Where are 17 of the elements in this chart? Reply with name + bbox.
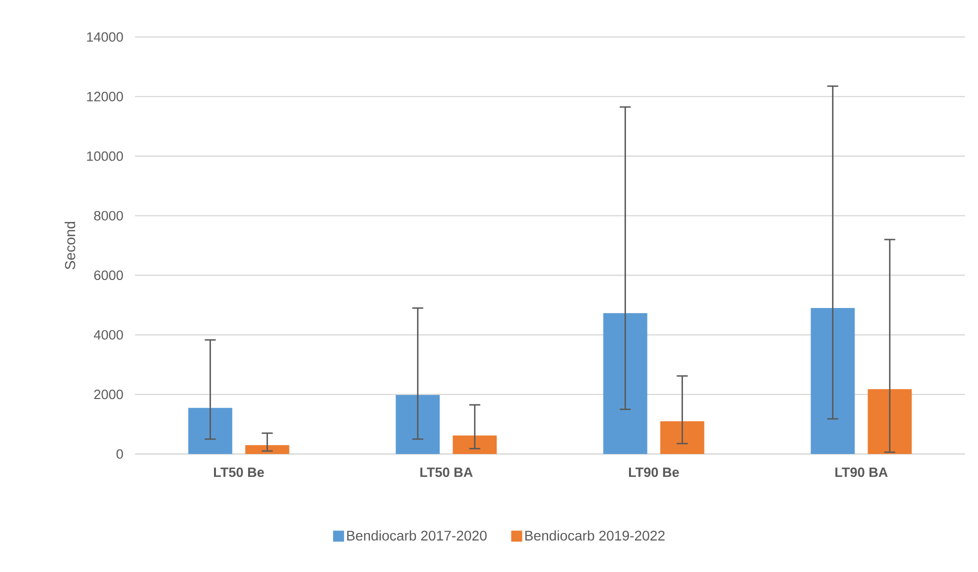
y-tick-label: 8000 <box>94 210 123 220</box>
y-tick-label: 4000 <box>94 330 123 340</box>
legend-label: Bendiocarb 2019-2022 <box>525 530 665 541</box>
y-tick-label: 10000 <box>87 151 123 161</box>
y-tick-label: 14000 <box>87 32 123 42</box>
y-tick-label: 6000 <box>94 270 123 280</box>
bar <box>245 445 290 454</box>
y-tick-label: 2000 <box>94 390 123 400</box>
y-tick-label: 0 <box>116 449 123 459</box>
x-tick-label: LT90 BA <box>835 468 888 478</box>
bar <box>452 436 497 454</box>
x-tick-label: LT90 Be <box>629 468 679 478</box>
y-tick-label: 12000 <box>87 92 123 102</box>
x-tick-label: LT50 Be <box>214 468 264 478</box>
legend-label: Bendiocarb 2017-2020 <box>347 530 487 541</box>
x-tick-label: LT50 BA <box>420 468 473 478</box>
y-axis-title: Second <box>64 222 76 270</box>
